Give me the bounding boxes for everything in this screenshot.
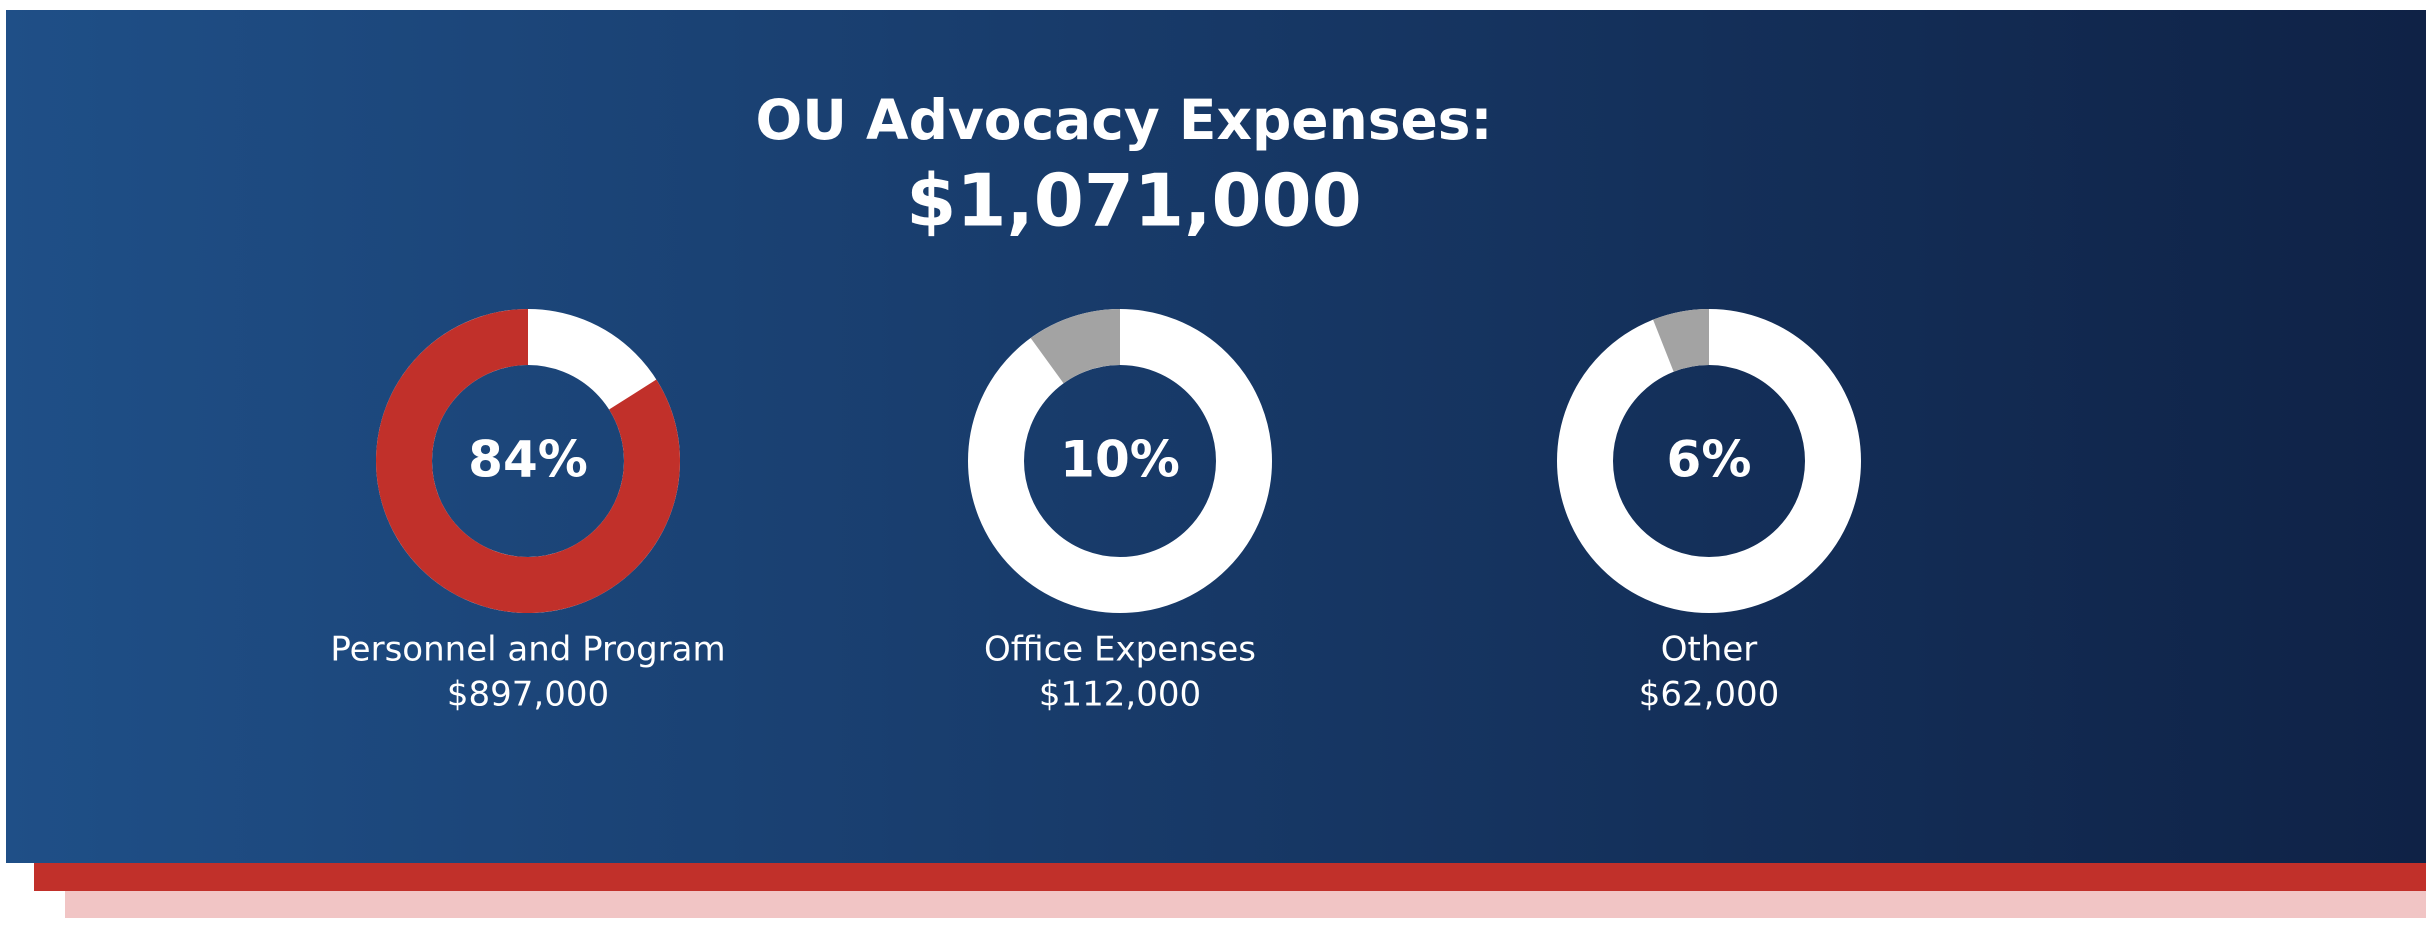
donut-segment — [375, 308, 681, 613]
category-label: Personnel and Program — [330, 630, 725, 670]
amount-label: $112,000 — [1039, 675, 1201, 715]
category-label: Office Expenses — [984, 630, 1256, 670]
red-band — [34, 862, 2426, 891]
amount-label: $62,000 — [1639, 675, 1780, 715]
title: OU Advocacy Expenses: — [755, 88, 1492, 152]
percent-label: 6% — [1667, 431, 1752, 489]
pink-band — [65, 890, 2426, 918]
percent-label: 84% — [468, 431, 588, 489]
percent-label: 10% — [1060, 431, 1180, 489]
donut-segment — [1653, 309, 1709, 372]
category-label: Other — [1661, 630, 1758, 670]
total: $1,071,000 — [906, 159, 1361, 243]
amount-label: $897,000 — [447, 675, 609, 715]
donut-segment — [1030, 309, 1120, 384]
